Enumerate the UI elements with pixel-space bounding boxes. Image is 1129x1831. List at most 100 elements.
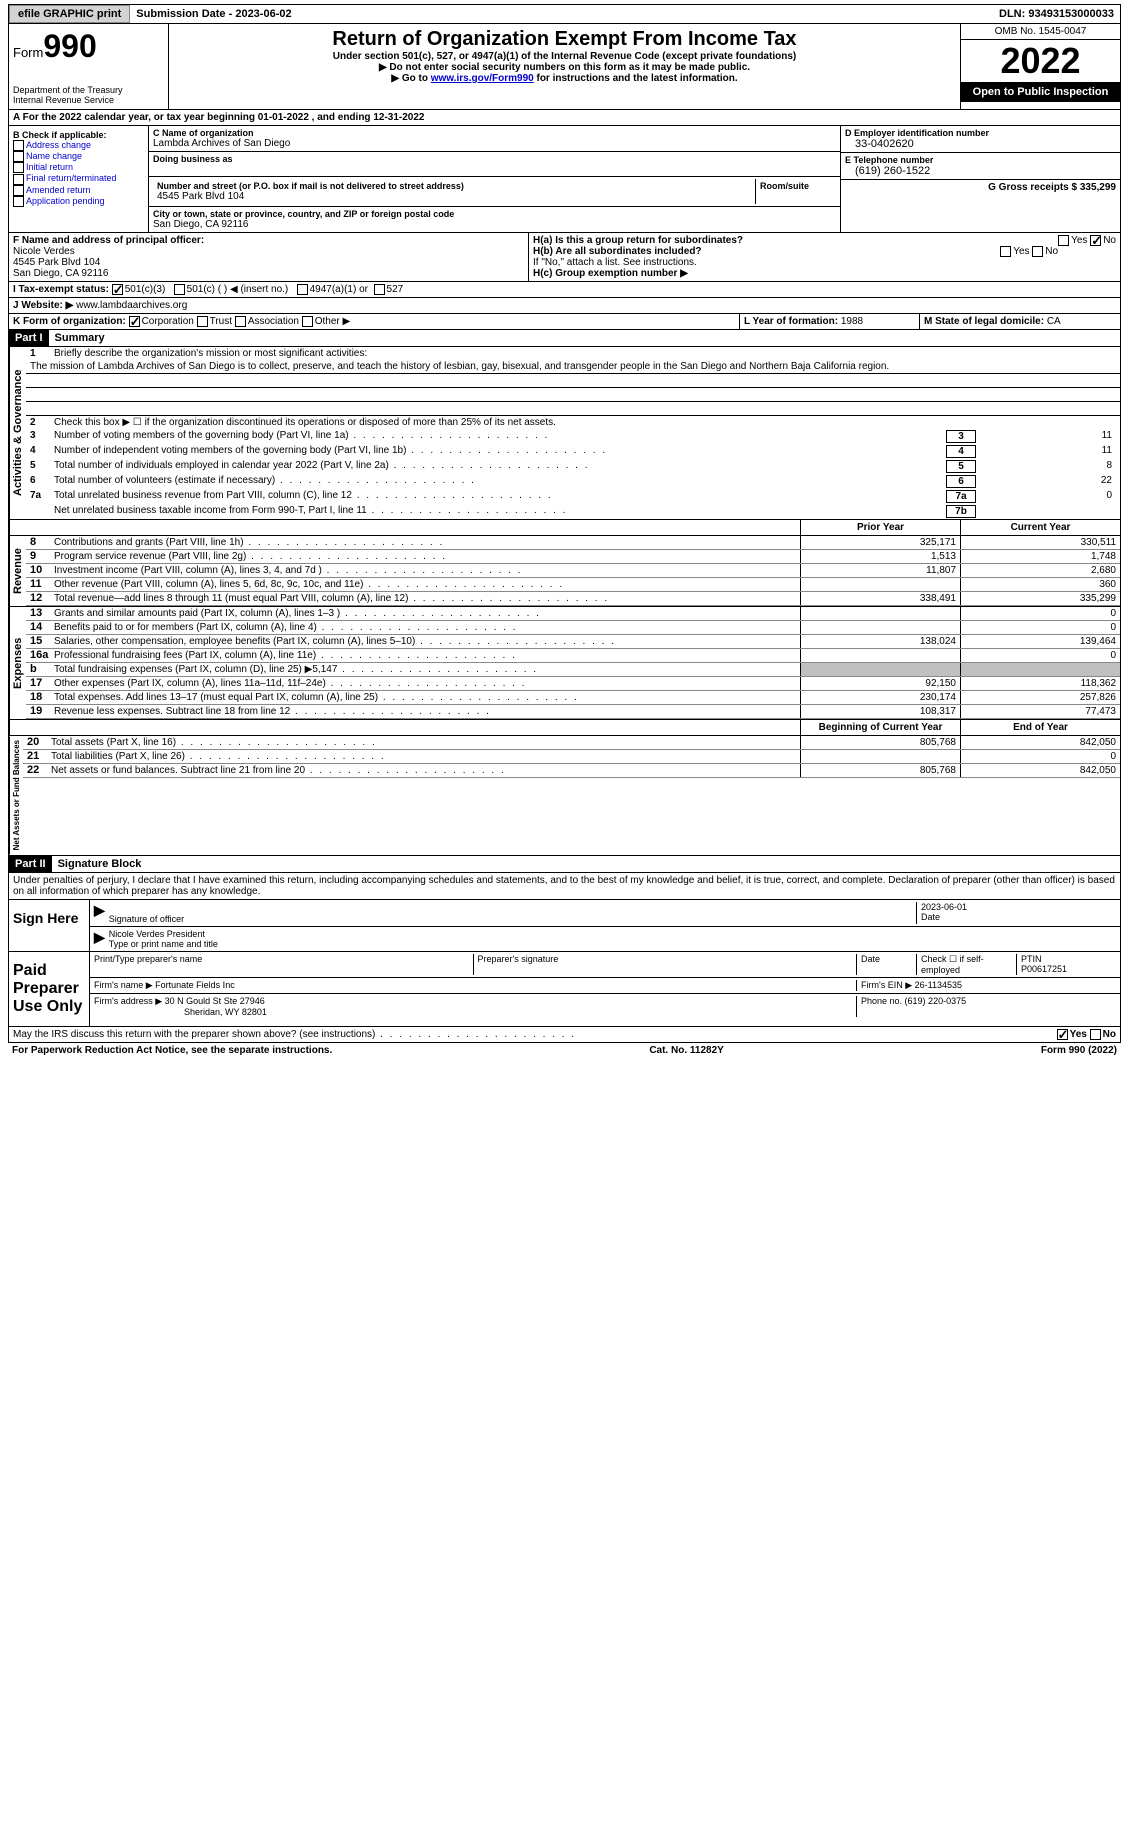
subtitle-3: ▶ Go to www.irs.gov/Form990 for instruct… — [173, 73, 956, 84]
footer-form: Form 990 (2022) — [1041, 1045, 1117, 1056]
cb-corp[interactable] — [129, 316, 140, 327]
cb-other[interactable] — [302, 316, 313, 327]
net-assets-label: Net Assets or Fund Balances — [9, 736, 23, 854]
website: www.lambdaarchives.org — [76, 300, 187, 311]
dept-treasury: Department of the Treasury — [13, 85, 164, 95]
hb-subordinates: H(b) Are all subordinates included? Yes … — [533, 246, 1116, 257]
line-: Net unrelated business taxable income fr… — [26, 504, 1120, 519]
firm-phone: (619) 220-0375 — [905, 996, 967, 1006]
line-5: 5Total number of individuals employed in… — [26, 459, 1120, 474]
cb-trust[interactable] — [197, 316, 208, 327]
cb-501c3[interactable] — [112, 284, 123, 295]
prep-name-label: Print/Type preparer's name — [94, 954, 473, 975]
cb-discuss-yes[interactable] — [1057, 1029, 1068, 1040]
cb-527[interactable] — [374, 284, 385, 295]
section-b-checkboxes: B Check if applicable: Address change Na… — [9, 126, 149, 232]
top-toolbar: efile GRAPHIC print Submission Date - 20… — [8, 4, 1121, 24]
mission-text: The mission of Lambda Archives of San Di… — [26, 360, 1120, 374]
form-number: Form990 — [13, 28, 164, 65]
row-14: 14Benefits paid to or for members (Part … — [26, 621, 1120, 635]
prep-sig-label: Preparer's signature — [473, 954, 857, 975]
dba-label: Doing business as — [153, 154, 836, 164]
g-gross-label: G Gross receipts $ 335,299 — [988, 182, 1116, 193]
row-16a: 16aProfessional fundraising fees (Part I… — [26, 649, 1120, 663]
date-label: Date — [921, 912, 940, 922]
ha-group-return: H(a) Is this a group return for subordin… — [533, 235, 1116, 246]
cb-app-pending[interactable]: Application pending — [13, 196, 144, 207]
cb-amended[interactable]: Amended return — [13, 185, 144, 196]
row-8: 8Contributions and grants (Part VIII, li… — [26, 536, 1120, 550]
row-17: 17Other expenses (Part IX, column (A), l… — [26, 677, 1120, 691]
i-label: I Tax-exempt status: — [13, 284, 109, 295]
city-label: City or town, state or province, country… — [153, 209, 836, 219]
cb-initial-return[interactable]: Initial return — [13, 162, 144, 173]
part2-title: Signature Block — [52, 858, 142, 870]
check-self-employed: Check ☐ if self-employed — [916, 954, 1016, 975]
ptin: P00617251 — [1021, 964, 1067, 974]
cb-assoc[interactable] — [235, 316, 246, 327]
row-b: bTotal fundraising expenses (Part IX, co… — [26, 663, 1120, 677]
footer-catno: Cat. No. 11282Y — [649, 1045, 723, 1056]
irs-link[interactable]: www.irs.gov/Form990 — [431, 73, 534, 84]
org-name: Lambda Archives of San Diego — [153, 138, 836, 149]
row-20: 20Total assets (Part X, line 16)805,7688… — [23, 736, 1120, 750]
line-6: 6Total number of volunteers (estimate if… — [26, 474, 1120, 489]
cb-final-return[interactable]: Final return/terminated — [13, 173, 144, 184]
phone: (619) 260-1522 — [845, 165, 1116, 177]
current-year-header: Current Year — [960, 520, 1120, 535]
firm-addr: 30 N Gould St Ste 27946 — [165, 996, 265, 1006]
form-title: Return of Organization Exempt From Incom… — [173, 28, 956, 51]
paid-preparer-label: Paid Preparer Use Only — [9, 952, 89, 1026]
firm-addr-label: Firm's address ▶ — [94, 996, 165, 1006]
room-label: Room/suite — [760, 181, 832, 191]
end-year-header: End of Year — [960, 720, 1120, 735]
l2-check: Check this box ▶ ☐ if the organization d… — [54, 417, 1116, 428]
ein: 33-0402620 — [845, 138, 1116, 150]
cb-discuss-no[interactable] — [1090, 1029, 1101, 1040]
tax-year: 2022 — [961, 40, 1120, 82]
part1-header: Part I — [9, 330, 49, 346]
line-7a: 7aTotal unrelated business revenue from … — [26, 489, 1120, 504]
type-name-label: Type or print name and title — [109, 939, 218, 949]
firm-ein-label: Firm's EIN ▶ — [861, 980, 915, 990]
hb-note: If "No," attach a list. See instructions… — [533, 257, 1116, 268]
arrow-icon: ▶ — [94, 902, 105, 924]
activities-governance-label: Activities & Governance — [9, 347, 26, 519]
form-header: Form990 Department of the Treasury Inter… — [8, 24, 1121, 110]
omb-number: OMB No. 1545-0047 — [961, 24, 1120, 40]
row-13: 13Grants and similar amounts paid (Part … — [26, 607, 1120, 621]
cb-4947[interactable] — [297, 284, 308, 295]
hc-group-exempt: H(c) Group exemption number ▶ — [533, 268, 1116, 279]
begin-year-header: Beginning of Current Year — [800, 720, 960, 735]
l-year-formation: L Year of formation: 1988 — [740, 314, 920, 329]
row-19: 19Revenue less expenses. Subtract line 1… — [26, 705, 1120, 719]
cb-501c[interactable] — [174, 284, 185, 295]
officer-addr2: San Diego, CA 92116 — [13, 268, 108, 279]
row-11: 11Other revenue (Part VIII, column (A), … — [26, 578, 1120, 592]
open-inspection: Open to Public Inspection — [961, 82, 1120, 102]
cb-name-change[interactable]: Name change — [13, 151, 144, 162]
row-22: 22Net assets or fund balances. Subtract … — [23, 764, 1120, 778]
j-label: J Website: ▶ — [13, 300, 73, 311]
addr-label: Number and street (or P.O. box if mail i… — [157, 181, 751, 191]
efile-print-button[interactable]: efile GRAPHIC print — [9, 5, 130, 23]
row-15: 15Salaries, other compensation, employee… — [26, 635, 1120, 649]
row-21: 21Total liabilities (Part X, line 26)0 — [23, 750, 1120, 764]
f-label: F Name and address of principal officer: — [13, 235, 204, 246]
ptin-label: PTIN — [1021, 954, 1042, 964]
firm-phone-label: Phone no. — [861, 996, 905, 1006]
expenses-label: Expenses — [9, 607, 26, 719]
cb-address-change[interactable]: Address change — [13, 140, 144, 151]
prep-date-label: Date — [856, 954, 916, 975]
line-4: 4Number of independent voting members of… — [26, 444, 1120, 459]
row-18: 18Total expenses. Add lines 13–17 (must … — [26, 691, 1120, 705]
firm-name: Fortunate Fields Inc — [155, 980, 235, 990]
part2-header: Part II — [9, 856, 52, 872]
org-address: 4545 Park Blvd 104 — [157, 191, 751, 202]
c-name-label: C Name of organization — [153, 128, 836, 138]
sig-officer-label: Signature of officer — [109, 914, 184, 924]
org-city: San Diego, CA 92116 — [153, 219, 836, 230]
dln: DLN: 93493153000033 — [993, 6, 1120, 22]
row-12: 12Total revenue—add lines 8 through 11 (… — [26, 592, 1120, 606]
row-10: 10Investment income (Part VIII, column (… — [26, 564, 1120, 578]
